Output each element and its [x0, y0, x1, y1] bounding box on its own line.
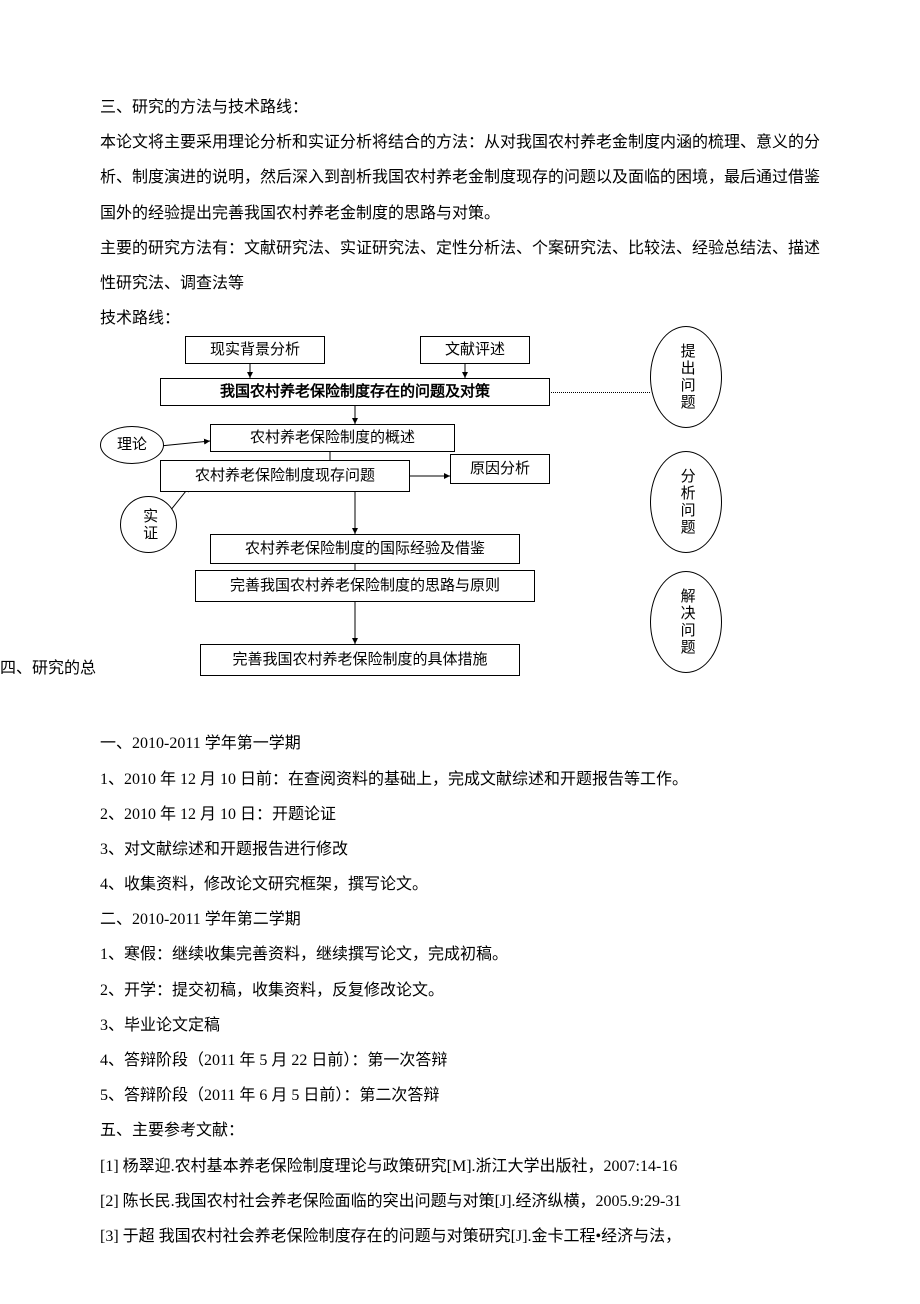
tech-route-label: 技术路线：: [100, 301, 820, 336]
sem1-item3: 3、对文献综述和开题报告进行修改: [100, 832, 820, 867]
reference-3: [3] 于超 我国农村社会养老保险制度存在的问题与对策研究[J].金卡工程•经济…: [100, 1219, 820, 1254]
box-cause-analysis: 原因分析: [450, 454, 550, 484]
sem2-item3: 3、毕业论文定稿: [100, 1008, 820, 1043]
sem2-item4: 4、答辩阶段（2011 年 5 月 22 日前）：第一次答辩: [100, 1043, 820, 1078]
reference-2: [2] 陈长民.我国农村社会养老保险面临的突出问题与对策[J].经济纵横，200…: [100, 1184, 820, 1219]
sem2-title: 二、2010-2011 学年第二学期: [100, 902, 820, 937]
section5-title: 五、主要参考文献：: [100, 1113, 820, 1148]
box-principle: 完善我国农村养老保险制度的思路与原则: [195, 570, 535, 602]
sem2-item5: 5、答辩阶段（2011 年 6 月 5 日前）：第二次答辩: [100, 1078, 820, 1113]
ellipse-analyze-question: 分析问题: [650, 451, 722, 553]
box-lit-review: 文献评述: [420, 336, 530, 364]
paragraph-2: 主要的研究方法有：文献研究法、实证研究法、定性分析法、个案研究法、比较法、经验总…: [100, 231, 820, 301]
box-current-issues: 农村养老保险制度现存问题: [160, 460, 410, 492]
section3-title: 三、研究的方法与技术路线：: [100, 90, 820, 125]
box-intl-experience: 农村养老保险制度的国际经验及借鉴: [210, 534, 520, 564]
sem1-item4: 4、收集资料，修改论文研究框架，撰写论文。: [100, 867, 820, 902]
box-measures: 完善我国农村养老保险制度的具体措施: [200, 644, 520, 676]
ellipse-solve-question: 解决问题: [650, 571, 722, 673]
section4-prefix: 四、研究的总: [0, 651, 100, 686]
box-main-title: 我国农村养老保险制度存在的问题及对策: [160, 378, 550, 406]
sem1-item2: 2、2010 年 12 月 10 日：开题论证: [100, 797, 820, 832]
ellipse-empirical: 实证: [120, 496, 177, 553]
ellipse-theory: 理论: [100, 426, 164, 464]
sem2-item2: 2、开学：提交初稿，收集资料，反复修改论文。: [100, 973, 820, 1008]
box-bg-analysis: 现实背景分析: [185, 336, 325, 364]
paragraph-1: 本论文将主要采用理论分析和实证分析将结合的方法：从对我国农村养老金制度内涵的梳理…: [100, 125, 820, 231]
sem2-item1: 1、寒假：继续收集完善资料，继续撰写论文，完成初稿。: [100, 937, 820, 972]
sem1-title: 一、2010-2011 学年第一学期: [100, 726, 820, 761]
box-overview: 农村养老保险制度的概述: [210, 424, 455, 452]
reference-1: [1] 杨翠迎.农村基本养老保险制度理论与政策研究[M].浙江大学出版社，200…: [100, 1149, 820, 1184]
sem1-item1: 1、2010 年 12 月 10 日前：在查阅资料的基础上，完成文献综述和开题报…: [100, 762, 820, 797]
flowchart-diagram: 现实背景分析 文献评述 我国农村养老保险制度存在的问题及对策 农村养老保险制度的…: [100, 336, 820, 726]
ellipse-pose-question: 提出问题: [650, 326, 722, 428]
